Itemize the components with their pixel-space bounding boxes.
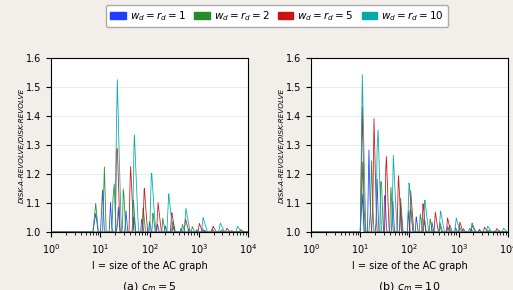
Text: (a) $c_m = 5$: (a) $c_m = 5$ xyxy=(123,281,177,290)
X-axis label: l = size of the AC graph: l = size of the AC graph xyxy=(92,261,208,271)
Y-axis label: DISK-A-REVOLVE/DISK-REVOLVE: DISK-A-REVOLVE/DISK-REVOLVE xyxy=(279,88,285,202)
Text: (b) $c_m = 10$: (b) $c_m = 10$ xyxy=(378,281,441,290)
Legend: $w_d = r_d = 1$, $w_d = r_d = 2$, $w_d = r_d = 5$, $w_d = r_d = 10$: $w_d = r_d = 1$, $w_d = r_d = 2$, $w_d =… xyxy=(106,5,448,27)
X-axis label: l = size of the AC graph: l = size of the AC graph xyxy=(351,261,467,271)
Y-axis label: DISK-A-REVOLVE/DISK-REVOLVE: DISK-A-REVOLVE/DISK-REVOLVE xyxy=(19,88,25,202)
